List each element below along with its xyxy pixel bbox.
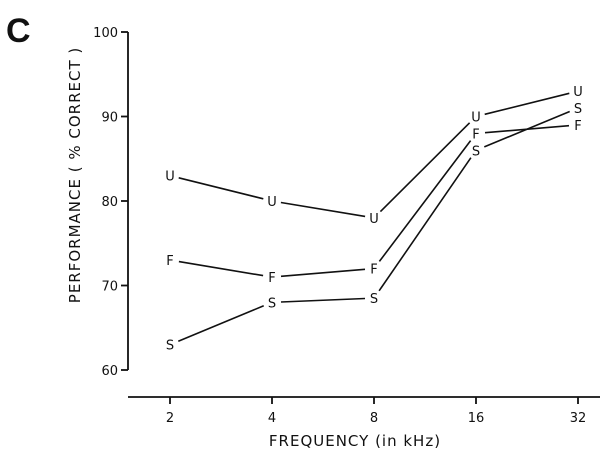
data-point-u: U — [573, 85, 583, 100]
data-point-u: U — [471, 111, 481, 126]
data-point-u: U — [165, 170, 175, 185]
data-point-u: U — [369, 212, 379, 227]
x-axis-ticks: 2 4 8 16 32 — [166, 397, 586, 426]
x-tick-label: 2 — [166, 411, 174, 426]
series-line-s — [177, 110, 571, 342]
series-line-u — [178, 92, 570, 218]
y-axis-ticks: 60 70 80 90 100 — [93, 26, 128, 379]
data-point-u: U — [267, 195, 277, 210]
y-tick-label: 100 — [93, 26, 118, 41]
y-axis-title: PERFORMANCE ( % CORRECT ) — [66, 47, 84, 303]
data-point-f: F — [370, 263, 377, 278]
data-point-f: F — [268, 271, 275, 286]
y-tick-label: 70 — [101, 280, 118, 295]
data-point-f: F — [166, 254, 173, 269]
y-tick-label: 80 — [101, 195, 118, 210]
data-point-s: S — [472, 144, 480, 159]
panel-letter: C — [6, 12, 31, 50]
x-axis-title: FREQUENCY (in kHz) — [269, 432, 441, 450]
x-tick-label: 32 — [570, 411, 587, 426]
y-tick-label: 60 — [101, 364, 118, 379]
x-tick-label: 8 — [370, 411, 378, 426]
data-point-s: S — [574, 102, 582, 117]
data-point-f: F — [574, 119, 581, 134]
series-line-f — [178, 124, 570, 278]
y-tick-label: 90 — [101, 111, 118, 126]
x-tick-label: 4 — [268, 411, 276, 426]
x-tick-label: 16 — [468, 411, 485, 426]
data-point-s: S — [268, 296, 276, 311]
data-point-f: F — [472, 127, 479, 142]
data-point-s: S — [166, 339, 174, 354]
data-point-s: S — [370, 292, 378, 307]
